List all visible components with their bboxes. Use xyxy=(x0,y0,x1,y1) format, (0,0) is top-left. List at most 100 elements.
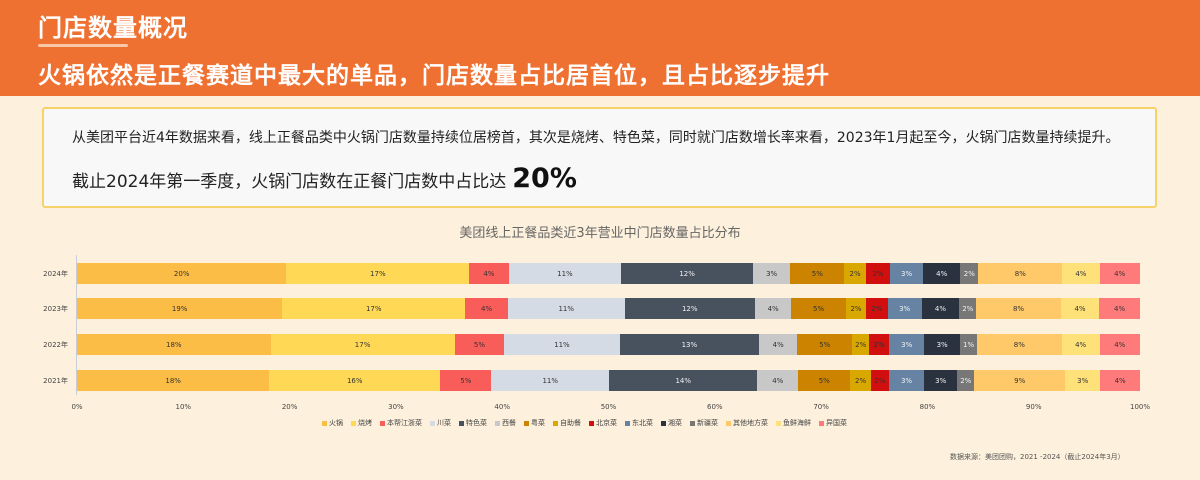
legend-label: 新疆菜 xyxy=(697,419,718,427)
legend-item: 异国菜 xyxy=(819,418,847,428)
legend-item: 粤菜 xyxy=(524,418,545,428)
bar-segment: 3% xyxy=(890,263,924,284)
legend-swatch-icon xyxy=(625,420,630,426)
legend-swatch-icon xyxy=(495,420,500,426)
y-axis-label: 2021年 xyxy=(43,377,68,385)
legend-item: 鱼鲜海鲜 xyxy=(776,418,811,428)
legend-item: 西餐 xyxy=(495,418,516,428)
legend-label: 烧烤 xyxy=(358,419,372,427)
legend-item: 北京菜 xyxy=(589,418,617,428)
header-banner: 门店数量概况 火锅依然是正餐赛道中最大的单品，门店数量占比居首位，且占比逐步提升 xyxy=(0,0,1200,96)
bar-segment: 4% xyxy=(754,298,792,319)
legend-label: 湘菜 xyxy=(668,419,682,427)
bar-segment: 11% xyxy=(508,263,622,284)
bar-segment: 11% xyxy=(504,334,620,355)
legend-item: 东北菜 xyxy=(625,418,653,428)
bar-segment: 2% xyxy=(865,263,891,284)
legend-swatch-icon xyxy=(690,420,695,426)
legend-label: 粤菜 xyxy=(531,419,545,427)
x-axis-tick: 100% xyxy=(1129,403,1151,411)
bar-segment: 11% xyxy=(507,298,625,319)
bar-segment: 3% xyxy=(924,334,961,355)
legend-swatch-icon xyxy=(524,420,529,426)
bar-segment: 3% xyxy=(753,263,791,284)
bar-segment: 2% xyxy=(957,370,975,391)
bar-segment: 2% xyxy=(870,370,889,391)
x-axis-tick: 0% xyxy=(71,403,83,411)
bar-segment: 4% xyxy=(1061,334,1100,355)
legend-swatch-icon xyxy=(351,420,356,426)
bar-segment: 4% xyxy=(759,334,798,355)
legend-item: 新疆菜 xyxy=(690,418,718,428)
bar-row: 20% 17% 4% 11% 12% 3% 5% 2% 2% 3% 4% 2% 8% 4% 4% xyxy=(77,263,1140,284)
legend-item: 自助餐 xyxy=(553,418,581,428)
legend-swatch-icon xyxy=(589,420,594,426)
bar-segment: 5% xyxy=(790,263,845,284)
bar-segment: 5% xyxy=(797,334,853,355)
legend-item: 川菜 xyxy=(430,418,451,428)
bar-segment: 1% xyxy=(960,334,978,355)
legend-item: 火锅 xyxy=(322,418,343,428)
bar-segment: 4% xyxy=(1099,298,1140,319)
bar-segment: 4% xyxy=(1060,298,1100,319)
bar-segment: 2% xyxy=(960,263,979,284)
legend-swatch-icon xyxy=(380,420,385,426)
bar-segment: 20% xyxy=(77,263,287,284)
bar-segment: 14% xyxy=(609,370,758,391)
legend-label: 东北菜 xyxy=(632,419,653,427)
bar-row: 19% 17% 4% 11% 12% 4% 5% 2% 2% 3% 4% 2% 8% 4% 4% xyxy=(77,298,1140,319)
legend-swatch-icon xyxy=(553,420,558,426)
summary-text: 从美团平台近4年数据来看，线上正餐品类中火锅门店数量持续位居榜首，其次是烧烤、特… xyxy=(72,130,1120,146)
page-title: 门店数量概况 xyxy=(38,14,188,42)
x-axis-tick: 90% xyxy=(1025,403,1042,411)
bar-segment: 3% xyxy=(889,334,925,355)
legend-swatch-icon xyxy=(322,420,327,426)
bar-segment: 2% xyxy=(852,334,870,355)
bar-segment: 5% xyxy=(454,334,505,355)
bar-segment: 17% xyxy=(270,334,455,355)
bar-segment: 19% xyxy=(77,298,283,319)
legend-label: 异国菜 xyxy=(826,419,847,427)
bar-segment: 2% xyxy=(959,298,977,319)
summary-box: 从美团平台近4年数据来看，线上正餐品类中火锅门店数量持续位居榜首，其次是烧烤、特… xyxy=(42,107,1157,208)
y-axis-label: 2022年 xyxy=(43,341,68,349)
chart-title: 美团线上正餐品类近3年营业中门店数量占比分布 xyxy=(459,226,741,241)
legend-label: 自助餐 xyxy=(560,419,581,427)
x-axis-tick: 40% xyxy=(494,403,510,411)
legend-label: 鱼鲜海鲜 xyxy=(783,419,811,427)
bar-segment: 8% xyxy=(978,263,1063,284)
bar-segment: 3% xyxy=(888,370,925,391)
y-axis-label: 2024年 xyxy=(43,270,68,278)
legend-swatch-icon xyxy=(430,420,435,426)
bar-segment: 12% xyxy=(621,263,754,284)
bar-segment: 2% xyxy=(844,263,866,284)
chart-legend: 火锅 烧烤 本帮江浙菜 川菜 特色菜 西餐 粤菜 自助餐 北京菜 东北菜 湘菜 新疆菜 其他地方菜 鱼鲜海… xyxy=(322,418,847,428)
bar-segment: 16% xyxy=(269,370,441,391)
stacked-bar-plot: 20% 17% 4% 11% 12% 3% 5% 2% 2% 3% 4% 2% 8% 4% 4% 19% 17%… xyxy=(77,255,1140,395)
hotpot-share-value: 20% xyxy=(512,163,577,194)
bar-segment: 4% xyxy=(1062,263,1100,284)
bar-segment: 18% xyxy=(77,334,271,355)
x-axis-tick: 70% xyxy=(813,403,829,411)
bar-segment: 5% xyxy=(798,370,851,391)
x-axis-tick: 10% xyxy=(175,403,192,411)
legend-label: 其他地方菜 xyxy=(733,419,768,427)
x-axis-tick: 30% xyxy=(388,403,404,411)
bar-segment: 2% xyxy=(850,370,871,391)
bar-segment: 11% xyxy=(491,370,609,391)
bar-segment: 5% xyxy=(791,298,846,319)
bar-segment: 4% xyxy=(921,298,960,319)
x-axis-tick: 20% xyxy=(281,403,298,411)
bar-segment: 4% xyxy=(923,263,961,284)
bar-segment: 13% xyxy=(619,334,760,355)
legend-item: 特色菜 xyxy=(459,418,487,428)
bar-segment: 17% xyxy=(286,263,470,284)
bar-segment: 4% xyxy=(1100,370,1140,391)
legend-label: 火锅 xyxy=(329,419,343,427)
legend-swatch-icon xyxy=(819,420,824,426)
data-source-note: 数据来源：美团团购，2021 -2024（截止2024年3月） xyxy=(950,453,1125,461)
summary-highlight-prefix: 截止2024年第一季度，火锅门店数在正餐门店数中占比达 xyxy=(72,172,507,192)
bar-segment: 2% xyxy=(866,298,888,319)
bar-segment: 8% xyxy=(976,298,1061,319)
summary-highlight-line: 截止2024年第一季度，火锅门店数在正餐门店数中占比达 20% xyxy=(72,163,577,194)
